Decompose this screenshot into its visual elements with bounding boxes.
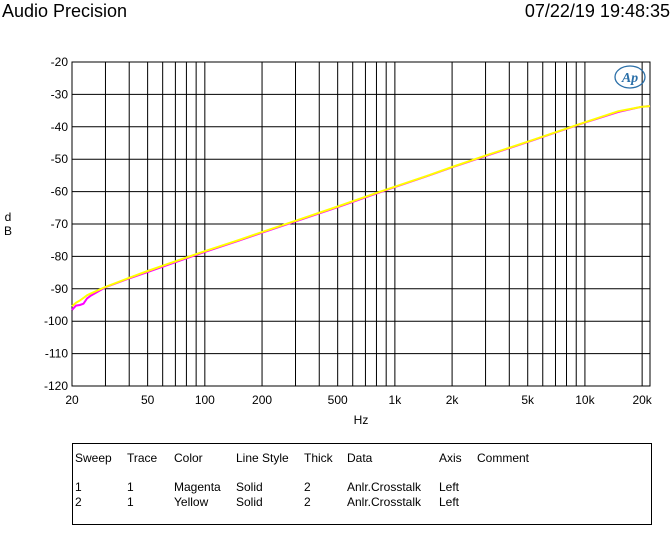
y-axis-label: dB: [4, 210, 12, 238]
y-tick-label: -50: [51, 152, 69, 166]
x-tick-label: 50: [141, 393, 155, 407]
legend-header-axis: Axis: [439, 450, 462, 465]
x-tick-label: 20: [65, 393, 79, 407]
series-line-1: [71, 105, 651, 311]
legend-cell: Yellow: [174, 494, 209, 509]
legend-cell: Left: [439, 494, 460, 509]
plot-area-border: [71, 61, 651, 387]
legend-row: 1 1 Magenta Solid 2 Anlr.Crosstalk Left: [75, 479, 557, 494]
legend-cell: 1: [127, 494, 134, 509]
legend-cell: Left: [439, 479, 460, 494]
grid: [72, 61, 650, 387]
series-lines: [71, 105, 651, 311]
ap-logo-text: Ap: [621, 71, 638, 86]
legend-cell: [477, 494, 557, 509]
y-tick-label: -40: [51, 120, 69, 134]
y-tick-label: -60: [51, 185, 69, 199]
legend-cell: Magenta: [174, 479, 221, 494]
y-tick-label: -110: [45, 347, 68, 361]
legend-header-line-style: Line Style: [236, 450, 289, 465]
y-tick-label: -100: [44, 314, 68, 328]
app-title: Audio Precision: [2, 1, 128, 21]
legend-header-thick: Thick: [304, 450, 333, 465]
y-tick-labels: -20 -30 -40 -50 -60 -70 -80 -90 -100 -110 -120: [44, 55, 68, 393]
x-tick-label: 2k: [446, 393, 460, 407]
legend-cell: 2: [304, 494, 311, 509]
y-tick-label: -90: [51, 282, 69, 296]
series-line-2: [71, 105, 651, 308]
y-axis-label-char: B: [4, 224, 12, 238]
x-tick-label: 200: [252, 393, 272, 407]
y-tick-label: -20: [51, 55, 69, 69]
trace-legend-table: Sweep Trace Color Line Style Thick Data …: [72, 443, 652, 525]
legend-header-data: Data: [347, 450, 373, 465]
crosstalk-chart: -20 -30 -40 -50 -60 -70 -80 -90 -100 -110 -120 20 5…: [4, 55, 653, 427]
legend-cell: 1: [75, 479, 82, 494]
y-tick-label: -70: [51, 217, 69, 231]
x-tick-label: 500: [328, 393, 348, 407]
ap-logo: Ap: [614, 65, 646, 89]
legend-cell: 2: [75, 494, 82, 509]
x-tick-labels: 20 50 100 200 500 1k 2k 5k 10k 20k: [65, 393, 652, 407]
legend-cell: Solid: [236, 479, 263, 494]
y-tick-label: -80: [51, 249, 69, 263]
legend-cell: Anlr.Crosstalk: [347, 479, 422, 494]
x-tick-label: 20k: [632, 393, 652, 407]
legend-cell: [477, 479, 557, 494]
datetime-stamp: 07/22/19 19:48:35: [524, 1, 670, 21]
legend-cell: 2: [304, 479, 311, 494]
y-axis-label-char: d: [5, 210, 12, 224]
x-tick-label: 1k: [389, 393, 403, 407]
y-tick-label: -30: [51, 87, 69, 101]
x-tick-label: 100: [195, 393, 215, 407]
legend-cell: Anlr.Crosstalk: [347, 494, 422, 509]
y-tick-label: -120: [44, 379, 68, 393]
x-axis-label: Hz: [354, 413, 369, 427]
legend-header-comment: Comment: [477, 450, 530, 465]
x-tick-label: 10k: [575, 393, 595, 407]
legend-cell: 1: [127, 479, 134, 494]
ap-logo-ring: [614, 65, 646, 89]
x-tick-label: 5k: [521, 393, 535, 407]
legend-cell: Solid: [236, 494, 263, 509]
legend-header-trace: Trace: [127, 450, 158, 465]
legend-row: 2 1 Yellow Solid 2 Anlr.Crosstalk Left: [75, 494, 557, 509]
legend-header-row: Sweep Trace Color Line Style Thick Data …: [75, 449, 557, 466]
legend-header-sweep: Sweep: [75, 450, 112, 465]
legend-header-color: Color: [174, 450, 203, 465]
